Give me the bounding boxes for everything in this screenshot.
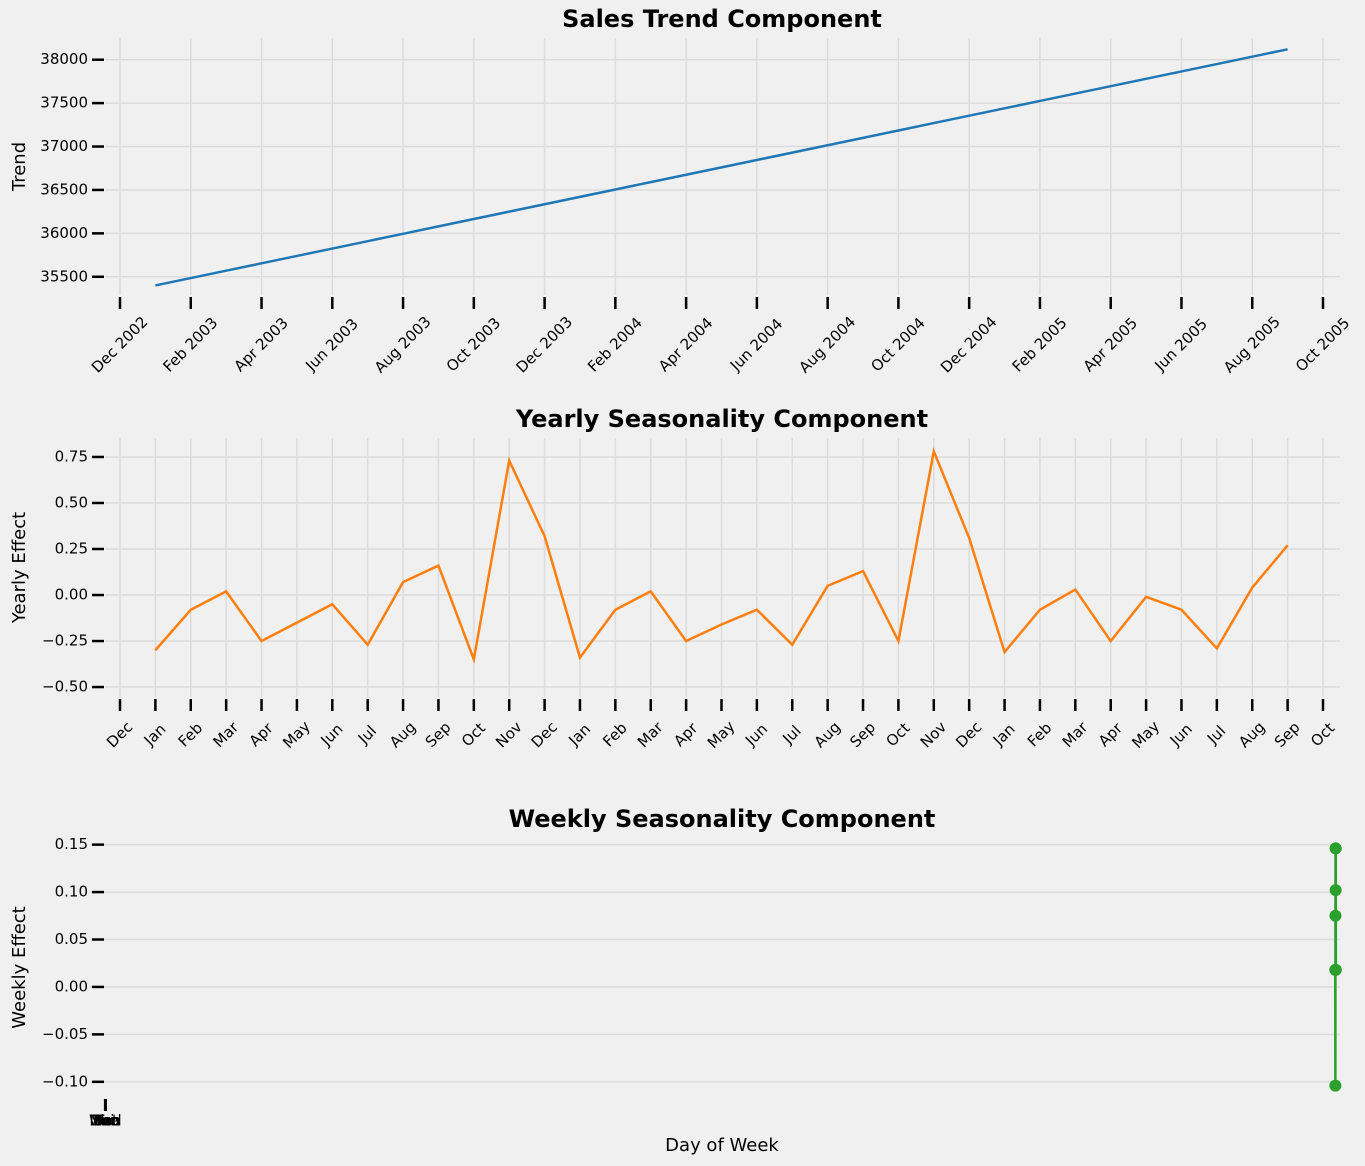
line (155, 48, 1288, 287)
x-tick-label: Wed (89, 1112, 122, 1130)
y-tick-label: 0.05 (55, 930, 88, 948)
marker (1329, 884, 1342, 897)
y-tick-label: 0.50 (55, 493, 88, 511)
y-tick-label: 0.10 (55, 883, 88, 901)
marker (1329, 842, 1342, 855)
chart-title: Weekly Seasonality Component (509, 805, 936, 833)
y-tick-label: 0.75 (55, 447, 88, 465)
chart-title: Yearly Seasonality Component (515, 405, 928, 433)
line (154, 447, 1289, 665)
y-tick-label: 36500 (40, 180, 88, 198)
y-tick-label: −0.50 (42, 678, 88, 696)
y-tick-label: 38000 (40, 50, 88, 68)
marker (1329, 963, 1342, 976)
x-tick-label: Sat (93, 1112, 118, 1130)
x-axis-label: Day of Week (665, 1135, 779, 1156)
marker (1329, 1079, 1342, 1092)
y-axis-label: Yearly Effect (9, 512, 30, 624)
y-tick-label: −0.25 (42, 632, 88, 650)
y-axis-label: Weekly Effect (9, 906, 30, 1029)
y-tick-label: 0.15 (55, 835, 88, 853)
y-tick-label: −0.10 (42, 1072, 88, 1090)
y-tick-label: 37500 (40, 94, 88, 112)
x-tick-label: Tue (91, 1112, 118, 1130)
y-axis-label: Trend (9, 142, 30, 192)
y-tick-label: 0.25 (55, 540, 88, 558)
y-tick-label: 0.00 (55, 977, 88, 995)
x-tick-label: Sun (91, 1112, 120, 1130)
x-tick-label: Thu (90, 1112, 119, 1130)
x-tick-label: Fri (97, 1112, 115, 1130)
y-tick-label: 0.00 (55, 586, 88, 604)
chart-title: Sales Trend Component (562, 5, 882, 33)
y-tick-label: 36000 (40, 224, 88, 242)
marker (1329, 909, 1342, 922)
y-tick-label: 37000 (40, 137, 88, 155)
x-tick-label: Mon (89, 1112, 121, 1130)
y-tick-label: −0.05 (42, 1025, 88, 1043)
y-tick-label: 35500 (40, 267, 88, 285)
